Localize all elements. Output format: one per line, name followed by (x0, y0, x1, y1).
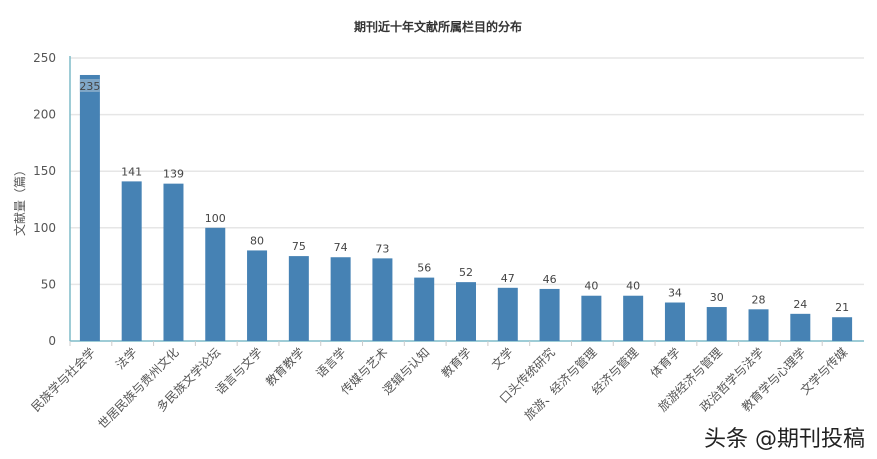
bar (623, 295, 644, 341)
bar (790, 313, 811, 341)
bar (79, 74, 100, 341)
value-label: 40 (626, 280, 640, 293)
y-tick-label: 0 (48, 334, 56, 348)
y-tick-label: 50 (41, 277, 56, 291)
bar (497, 287, 518, 341)
bar (414, 277, 435, 341)
value-label: 56 (417, 262, 431, 275)
bar (706, 307, 727, 341)
y-axis-label: 文献量（篇） (12, 164, 27, 236)
value-label: 235 (79, 80, 100, 93)
bar (205, 227, 226, 341)
x-tick-label: 体育学 (647, 345, 683, 381)
bar (664, 302, 685, 341)
value-label: 46 (543, 273, 557, 286)
bar (121, 181, 142, 341)
value-label: 47 (501, 272, 515, 285)
y-tick-label: 150 (33, 164, 56, 178)
y-tick-label: 250 (33, 51, 56, 65)
bar (372, 258, 393, 341)
value-label: 100 (205, 212, 226, 225)
x-tick-label: 法学 (112, 345, 140, 373)
value-label: 40 (584, 280, 598, 293)
x-tick-label: 教育学 (438, 345, 474, 381)
bar (288, 256, 309, 341)
value-label: 139 (163, 168, 184, 181)
x-tick-label: 教育教学 (262, 345, 307, 390)
value-label: 52 (459, 266, 473, 279)
y-tick-label: 200 (33, 108, 56, 122)
value-label: 80 (250, 234, 264, 247)
value-label: 28 (752, 293, 766, 306)
bar (163, 183, 184, 341)
bar (748, 309, 769, 341)
value-label: 73 (375, 242, 389, 255)
value-label: 34 (668, 287, 682, 300)
value-label: 141 (121, 165, 142, 178)
value-label: 74 (334, 241, 348, 254)
x-tick-label: 语言学 (313, 345, 349, 381)
watermark: 头条 @期刊投稿 (704, 427, 865, 452)
chart-title: 期刊近十年文献所属栏目的分布 (354, 19, 522, 34)
bar (581, 295, 602, 341)
y-tick-label: 100 (33, 221, 56, 235)
value-label: 24 (793, 298, 807, 311)
x-tick-label: 民族学与社会学 (28, 345, 98, 415)
bar (832, 317, 853, 341)
x-tick-label: 文学 (488, 345, 516, 373)
bar (539, 288, 560, 341)
x-tick-label: 旅游、经济与管理 (521, 345, 599, 423)
bar (247, 250, 268, 341)
value-label: 30 (710, 291, 724, 304)
value-label: 21 (835, 301, 849, 314)
x-tick-label: 世居民族与贵州文化 (95, 345, 182, 432)
value-label-bg (79, 78, 100, 92)
bar (456, 282, 476, 341)
value-label: 75 (292, 240, 306, 253)
bar (330, 257, 351, 341)
